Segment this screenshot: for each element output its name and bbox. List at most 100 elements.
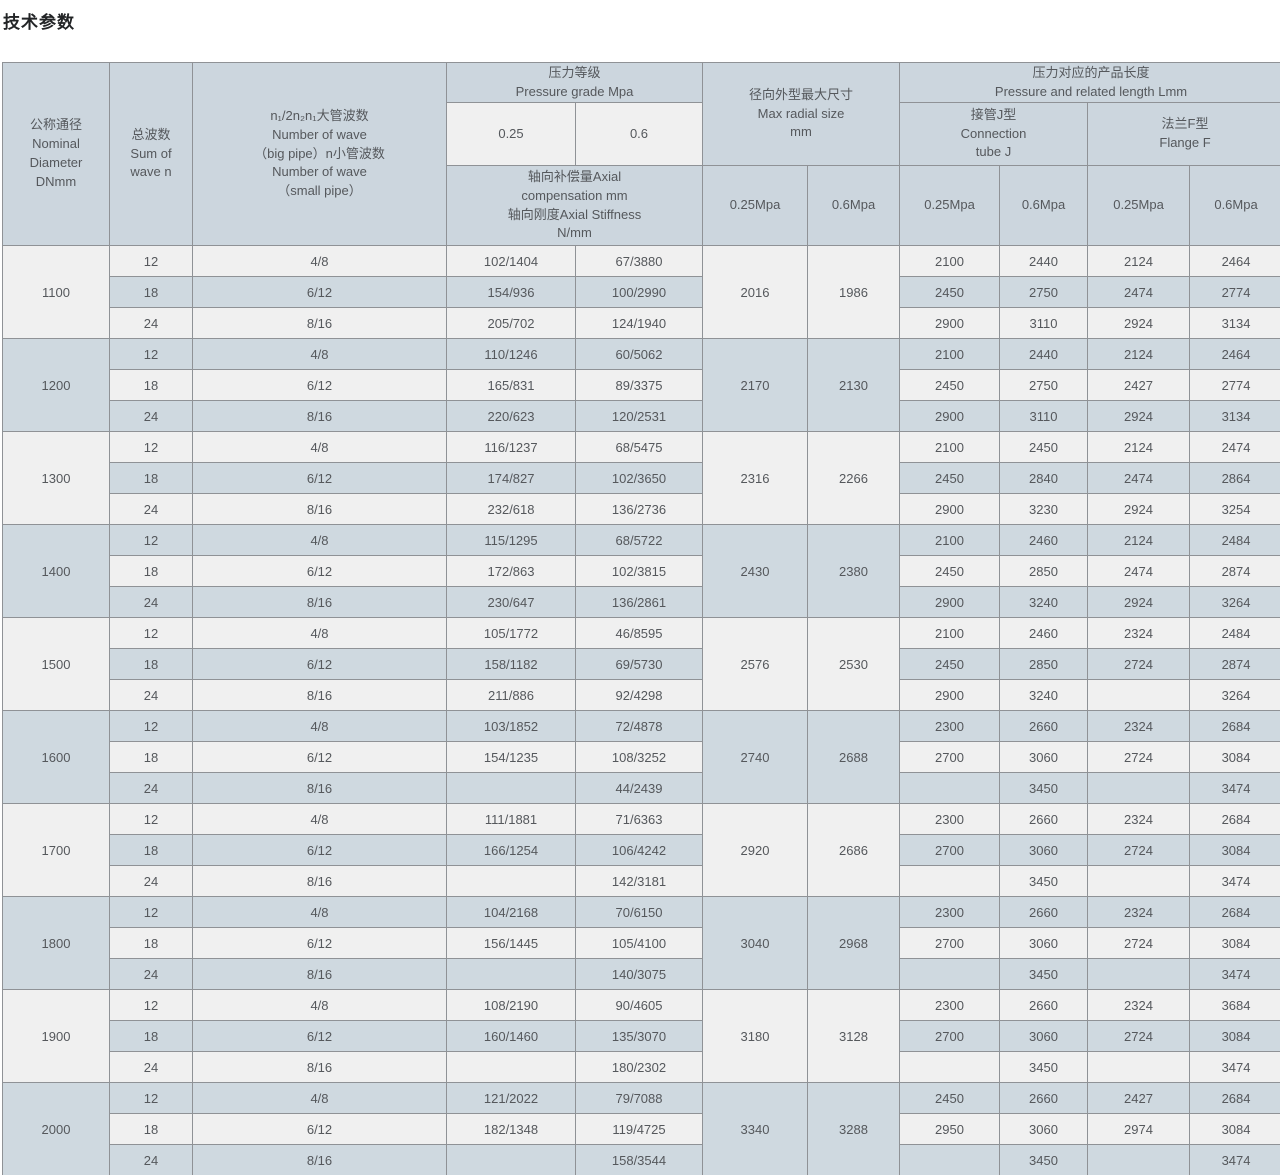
cell-flange-f-025mpa: 2474 bbox=[1087, 462, 1191, 494]
cell-flange-f-06mpa: 2684 bbox=[1189, 1082, 1280, 1114]
cell-compensation-06mpa: 106/4242 bbox=[575, 834, 703, 866]
cell-compensation-025mpa: 160/1460 bbox=[446, 1020, 576, 1052]
cell-flange-f-06mpa: 2774 bbox=[1189, 369, 1280, 401]
cell-flange-f-025mpa: 2974 bbox=[1087, 1113, 1191, 1145]
table-row: 24 8/16 205/702 124/1940 2900 3110 2924 3134 bbox=[3, 307, 1280, 339]
cell-sum-of-wave: 24 bbox=[109, 586, 193, 618]
cell-connection-j-025mpa: 2900 bbox=[899, 400, 1001, 432]
cell-compensation-06mpa: 92/4298 bbox=[575, 679, 703, 711]
cell-flange-f-025mpa bbox=[1087, 772, 1191, 804]
cell-sum-of-wave: 24 bbox=[109, 400, 193, 432]
cell-compensation-06mpa: 136/2736 bbox=[575, 493, 703, 525]
cell-sum-of-wave: 24 bbox=[109, 1144, 193, 1175]
header-pressure-06: 0.6 bbox=[575, 102, 703, 166]
cell-pipe-waves: 8/16 bbox=[192, 586, 447, 618]
cell-compensation-025mpa: 104/2168 bbox=[446, 896, 576, 928]
cell-flange-f-025mpa: 2924 bbox=[1087, 307, 1191, 339]
cell-flange-f-06mpa: 3084 bbox=[1189, 1020, 1280, 1052]
cell-compensation-06mpa: 180/2302 bbox=[575, 1051, 703, 1083]
cell-flange-f-025mpa: 2724 bbox=[1087, 741, 1191, 773]
cell-compensation-025mpa: 121/2022 bbox=[446, 1082, 576, 1114]
cell-flange-f-06mpa: 3474 bbox=[1189, 1144, 1280, 1175]
cell-sum-of-wave: 12 bbox=[109, 245, 193, 277]
cell-connection-j-06mpa: 2660 bbox=[999, 710, 1089, 742]
cell-connection-j-025mpa: 2100 bbox=[899, 524, 1001, 556]
table-row: 1400 12 4/8 115/1295 68/5722 2430 2380 2100 2460… bbox=[2, 524, 1280, 618]
cell-flange-f-06mpa: 3134 bbox=[1189, 307, 1280, 339]
cell-compensation-06mpa: 90/4605 bbox=[575, 989, 703, 1021]
cell-compensation-025mpa: 174/827 bbox=[446, 462, 576, 494]
cell-sum-of-wave: 18 bbox=[109, 648, 193, 680]
cell-compensation-025mpa: 182/1348 bbox=[446, 1113, 576, 1145]
cell-radial-025mpa: 2920 bbox=[702, 803, 808, 897]
cell-connection-j-06mpa: 2440 bbox=[999, 245, 1089, 277]
cell-compensation-06mpa: 119/4725 bbox=[575, 1113, 703, 1145]
header-sum-of-wave: 总波数 Sum of wave n bbox=[109, 62, 193, 246]
cell-connection-j-06mpa: 3060 bbox=[999, 927, 1089, 959]
table-row: 18 6/12 154/1235 108/3252 2700 3060 2724 3084 bbox=[3, 741, 1280, 773]
cell-pipe-waves: 4/8 bbox=[192, 245, 447, 277]
cell-nominal-diameter: 1100 bbox=[2, 245, 110, 339]
cell-pipe-waves: 8/16 bbox=[192, 679, 447, 711]
cell-compensation-025mpa: 230/647 bbox=[446, 586, 576, 618]
table-row: 1200 12 4/8 110/1246 60/5062 2170 2130 2100 2440… bbox=[2, 338, 1280, 432]
cell-flange-f-06mpa: 3084 bbox=[1189, 927, 1280, 959]
cell-compensation-06mpa: 102/3815 bbox=[575, 555, 703, 587]
cell-pipe-waves: 8/16 bbox=[192, 400, 447, 432]
cell-compensation-025mpa: 220/623 bbox=[446, 400, 576, 432]
cell-connection-j-06mpa: 2660 bbox=[999, 803, 1089, 835]
cell-flange-f-06mpa: 2484 bbox=[1189, 524, 1280, 556]
cell-connection-j-025mpa: 2900 bbox=[899, 307, 1001, 339]
cell-connection-j-025mpa: 2450 bbox=[899, 648, 1001, 680]
cell-flange-f-06mpa: 3084 bbox=[1189, 1113, 1280, 1145]
cell-sum-of-wave: 18 bbox=[109, 462, 193, 494]
cell-flange-f-025mpa: 2324 bbox=[1087, 989, 1191, 1021]
table-row: 18 6/12 160/1460 135/3070 2700 3060 2724 3084 bbox=[3, 1020, 1280, 1052]
cell-pipe-waves: 6/12 bbox=[192, 1113, 447, 1145]
cell-connection-j-06mpa: 3450 bbox=[999, 1051, 1089, 1083]
cell-pipe-waves: 4/8 bbox=[192, 803, 447, 835]
cell-radial-025mpa: 3340 bbox=[702, 1082, 808, 1175]
technical-parameters-table: 公称通径 Nominal Diameter DNmm 总波数 Sum of wa… bbox=[2, 62, 1280, 1175]
cell-flange-f-06mpa: 2774 bbox=[1189, 276, 1280, 308]
cell-sum-of-wave: 12 bbox=[109, 896, 193, 928]
cell-compensation-06mpa: 100/2990 bbox=[575, 276, 703, 308]
cell-radial-025mpa: 3040 bbox=[702, 896, 808, 990]
cell-pipe-waves: 8/16 bbox=[192, 493, 447, 525]
cell-connection-j-025mpa: 2300 bbox=[899, 989, 1001, 1021]
cell-flange-f-025mpa bbox=[1087, 1051, 1191, 1083]
cell-connection-j-025mpa bbox=[899, 1051, 1001, 1083]
cell-radial-06mpa: 3288 bbox=[806, 1082, 901, 1175]
table-row: 1300 12 4/8 116/1237 68/5475 2316 2266 2100 2450… bbox=[2, 431, 1280, 525]
cell-connection-j-025mpa: 2450 bbox=[899, 276, 1001, 308]
cell-compensation-06mpa: 72/4878 bbox=[575, 710, 703, 742]
cell-radial-025mpa: 2740 bbox=[702, 710, 808, 804]
cell-compensation-06mpa: 69/5730 bbox=[575, 648, 703, 680]
cell-compensation-06mpa: 46/8595 bbox=[575, 617, 703, 649]
table-row: 1600 12 4/8 103/1852 72/4878 2740 2688 2300 2660… bbox=[2, 710, 1280, 804]
cell-compensation-06mpa: 70/6150 bbox=[575, 896, 703, 928]
cell-connection-j-025mpa: 2950 bbox=[899, 1113, 1001, 1145]
cell-compensation-025mpa: 116/1237 bbox=[446, 431, 576, 463]
header-j-025mpa: 0.25Mpa bbox=[899, 165, 1001, 246]
cell-connection-j-025mpa: 2100 bbox=[899, 245, 1001, 277]
cell-sum-of-wave: 24 bbox=[109, 958, 193, 990]
cell-flange-f-025mpa: 2724 bbox=[1087, 1020, 1191, 1052]
cell-connection-j-025mpa bbox=[899, 865, 1001, 897]
cell-compensation-025mpa: 110/1246 bbox=[446, 338, 576, 370]
cell-sum-of-wave: 12 bbox=[109, 710, 193, 742]
cell-flange-f-06mpa: 2864 bbox=[1189, 462, 1280, 494]
cell-connection-j-06mpa: 3450 bbox=[999, 865, 1089, 897]
cell-flange-f-025mpa: 2924 bbox=[1087, 400, 1191, 432]
cell-compensation-06mpa: 68/5475 bbox=[575, 431, 703, 463]
cell-connection-j-025mpa: 2100 bbox=[899, 338, 1001, 370]
cell-radial-06mpa: 2266 bbox=[806, 431, 901, 525]
cell-compensation-025mpa: 232/618 bbox=[446, 493, 576, 525]
cell-sum-of-wave: 24 bbox=[109, 307, 193, 339]
cell-compensation-025mpa bbox=[446, 865, 576, 897]
cell-connection-j-025mpa: 2700 bbox=[899, 834, 1001, 866]
cell-pipe-waves: 6/12 bbox=[192, 1020, 447, 1052]
cell-flange-f-06mpa: 3084 bbox=[1189, 834, 1280, 866]
cell-sum-of-wave: 12 bbox=[109, 338, 193, 370]
cell-pipe-waves: 4/8 bbox=[192, 1082, 447, 1114]
